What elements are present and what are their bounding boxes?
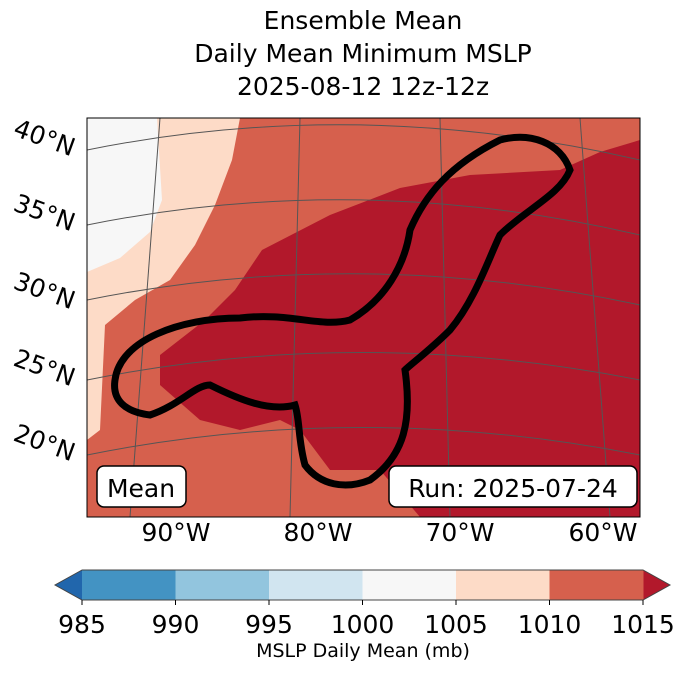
colorbar-over-arrow xyxy=(643,570,670,600)
lat-label-20: 20°N xyxy=(10,418,79,467)
colorbar-tick-label: 995 xyxy=(245,610,293,639)
field-1000-1005 xyxy=(87,118,162,272)
colorbar-segment xyxy=(82,570,176,600)
colorbar-tick-label: 990 xyxy=(152,610,200,639)
title-line-1: Ensemble Mean xyxy=(263,6,463,35)
run-label: Run: 2025-07-24 xyxy=(408,474,618,503)
colorbar-label: MSLP Daily Mean (mb) xyxy=(256,640,470,662)
colorbar-tick-label: 1000 xyxy=(331,610,395,639)
colorbar-segment xyxy=(456,570,550,600)
probability-contour xyxy=(111,133,574,489)
colorbar-segment xyxy=(362,570,457,600)
lat-label-35: 35°N xyxy=(10,188,79,237)
mean-label: Mean xyxy=(107,474,175,503)
run-box xyxy=(388,465,638,508)
lon-label-80: 80°W xyxy=(283,518,352,547)
map-area xyxy=(87,118,640,517)
lat-labels: 40°N 35°N 30°N 25°N 20°N xyxy=(10,113,79,467)
map-frame xyxy=(86,117,641,518)
colorbar xyxy=(53,569,672,601)
lat-label-30: 30°N xyxy=(10,266,79,315)
colorbar-under-arrow xyxy=(55,570,82,600)
lat-label-25: 25°N xyxy=(10,343,79,392)
colorbar-tick-label: 1010 xyxy=(518,610,582,639)
field-above-1015 xyxy=(160,140,640,517)
colorbar-tick-label: 1005 xyxy=(424,610,488,639)
colorbar-ticks: 985 990 995 1000 1005 1010 1015 xyxy=(58,600,675,639)
colorbar-segment xyxy=(269,570,363,600)
lon-label-70: 70°W xyxy=(425,518,494,547)
lon-label-90: 90°W xyxy=(141,518,210,547)
colorbar-tick-label: 985 xyxy=(58,610,106,639)
lon-labels: 90°W 80°W 70°W 60°W xyxy=(141,518,637,547)
colorbar-segment xyxy=(549,570,644,600)
lon-label-60: 60°W xyxy=(568,518,637,547)
colorbar-segment xyxy=(175,570,270,600)
mean-box xyxy=(96,465,187,508)
title-line-3: 2025-08-12 12z-12z xyxy=(236,72,490,101)
lat-label-40: 40°N xyxy=(10,113,79,162)
colorbar-tick-label: 1015 xyxy=(611,610,675,639)
title-line-2: Daily Mean Minimum MSLP xyxy=(194,39,532,68)
